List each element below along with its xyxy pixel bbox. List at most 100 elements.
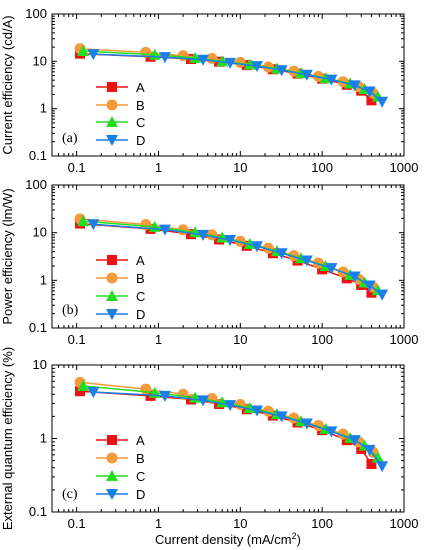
data-point bbox=[197, 54, 210, 66]
data-point bbox=[224, 57, 237, 69]
panel-label: (c) bbox=[62, 487, 78, 502]
x-tick-label: 0.1 bbox=[68, 160, 86, 175]
data-point bbox=[87, 219, 100, 231]
data-point bbox=[158, 224, 171, 236]
x-tick-label: 10 bbox=[233, 160, 247, 175]
series-d bbox=[87, 49, 389, 108]
panel-3: 0.1 1 10 100 1000 0.1 1 10 External quantum effi… bbox=[0, 347, 418, 547]
legend-marker bbox=[106, 309, 118, 320]
data-point bbox=[224, 400, 237, 412]
series-line bbox=[79, 222, 372, 294]
data-point bbox=[87, 386, 100, 398]
legend-marker bbox=[107, 435, 117, 445]
x-tick-label: 10 bbox=[233, 332, 247, 347]
x-tick-label: 1 bbox=[155, 516, 162, 531]
y-tick-label: 0.1 bbox=[29, 504, 47, 519]
y-tick-label: 1 bbox=[40, 272, 47, 287]
data-point bbox=[366, 458, 377, 469]
legend-label: C bbox=[136, 469, 145, 484]
y-tick-label: 100 bbox=[25, 6, 47, 21]
data-point bbox=[77, 215, 90, 227]
data-point bbox=[325, 74, 338, 86]
data-point bbox=[363, 280, 376, 292]
legend-marker bbox=[106, 99, 118, 111]
data-point bbox=[77, 45, 90, 57]
series-line bbox=[79, 381, 374, 453]
legend-marker bbox=[106, 489, 118, 500]
y-tick-label: 10 bbox=[33, 225, 47, 240]
data-point bbox=[300, 69, 313, 81]
legend-marker bbox=[107, 255, 117, 265]
legend-label: C bbox=[136, 115, 145, 130]
data-point bbox=[366, 95, 377, 106]
x-tick-label: 1 bbox=[155, 160, 162, 175]
data-point bbox=[300, 255, 313, 267]
series-a bbox=[75, 218, 377, 298]
panel-label: (b) bbox=[62, 303, 79, 318]
legend-marker bbox=[106, 272, 118, 284]
data-point bbox=[376, 289, 389, 301]
legend-marker bbox=[106, 452, 118, 464]
series-line bbox=[83, 385, 379, 459]
data-point bbox=[348, 80, 361, 92]
data-point bbox=[158, 390, 171, 402]
data-point bbox=[177, 50, 189, 62]
legend-marker bbox=[106, 290, 118, 301]
y-tick-label: 1 bbox=[40, 431, 47, 446]
plot-frame bbox=[51, 184, 405, 329]
y-axis-label: Current efficiency (cd/A) bbox=[0, 15, 15, 154]
legend-label: D bbox=[136, 133, 145, 148]
legend-label: A bbox=[136, 433, 145, 448]
legend-label: C bbox=[136, 289, 145, 304]
x-tick-label: 1000 bbox=[390, 160, 419, 175]
legend-label: B bbox=[136, 98, 145, 113]
series-line bbox=[83, 220, 379, 291]
y-tick-label: 0.1 bbox=[29, 320, 47, 335]
data-point bbox=[275, 65, 288, 77]
x-axis-label: Current density (mA/cm2) bbox=[155, 531, 301, 547]
series-d bbox=[87, 219, 389, 301]
x-tick-label: 100 bbox=[311, 160, 333, 175]
legend-marker bbox=[107, 82, 117, 92]
legend-label: D bbox=[136, 307, 145, 322]
x-tick-label: 1000 bbox=[390, 516, 419, 531]
panel-1: 0.1 1 10 100 1000 0.1 1 10 100 Current efficiency… bbox=[0, 6, 418, 175]
series-c bbox=[77, 379, 384, 463]
x-tick-label: 100 bbox=[311, 516, 333, 531]
series-b bbox=[74, 43, 379, 99]
y-tick-label: 100 bbox=[25, 177, 47, 192]
data-point bbox=[206, 52, 218, 64]
y-axis-label: Power efficiency (lm/W) bbox=[0, 188, 15, 324]
y-tick-label: 10 bbox=[33, 357, 47, 372]
x-tick-label: 0.1 bbox=[68, 332, 86, 347]
y-tick-label: 1 bbox=[40, 101, 47, 116]
data-point bbox=[216, 55, 229, 67]
data-point bbox=[363, 444, 376, 456]
x-tick-label: 1000 bbox=[390, 332, 419, 347]
data-point bbox=[251, 241, 264, 253]
data-point bbox=[224, 235, 237, 247]
data-point bbox=[243, 58, 256, 70]
data-point bbox=[348, 435, 361, 447]
y-tick-label: 0.1 bbox=[29, 148, 47, 163]
x-tick-label: 1 bbox=[155, 332, 162, 347]
legend-label: A bbox=[136, 80, 145, 95]
legend-label: B bbox=[136, 271, 145, 286]
legend-marker bbox=[106, 470, 118, 481]
data-point bbox=[325, 263, 338, 275]
data-point bbox=[189, 51, 202, 63]
data-point bbox=[75, 386, 86, 397]
series-b bbox=[74, 213, 379, 293]
x-tick-label: 0.1 bbox=[68, 516, 86, 531]
data-point bbox=[363, 86, 376, 98]
legend-marker bbox=[106, 135, 118, 146]
data-point bbox=[251, 405, 264, 417]
series-d bbox=[87, 386, 389, 473]
data-point bbox=[319, 72, 332, 84]
data-point bbox=[275, 411, 288, 423]
data-point bbox=[158, 52, 171, 64]
data-point bbox=[371, 451, 384, 463]
